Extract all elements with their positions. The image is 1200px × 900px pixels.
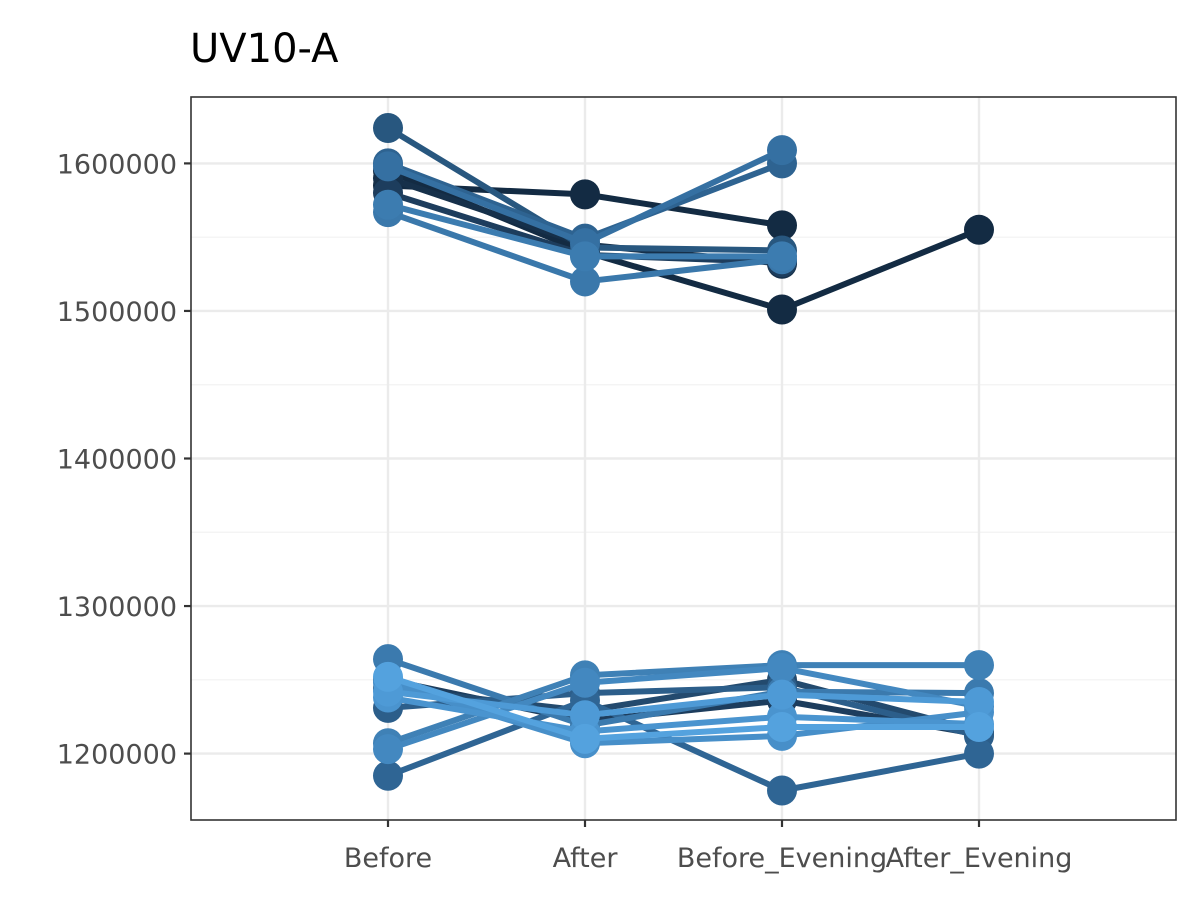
minor-gridlines <box>191 236 1176 681</box>
data-point <box>570 723 600 754</box>
y-axis: 1200000 1300000 1400000 1500000 1600000 <box>57 149 191 771</box>
data-point <box>964 738 994 769</box>
data-point <box>767 210 797 241</box>
data-point <box>570 241 600 272</box>
data-point <box>767 241 797 272</box>
data-point <box>570 179 600 210</box>
y-tick-label: 1200000 <box>57 740 177 771</box>
data-point <box>767 712 797 743</box>
series-line <box>385 688 982 719</box>
y-tick-label: 1400000 <box>57 445 177 476</box>
series-layer <box>373 112 994 806</box>
data-point <box>373 112 403 143</box>
series-line <box>385 673 982 742</box>
series-group <box>373 661 994 754</box>
x-tick-label: Before_Evening <box>677 843 887 874</box>
y-tick-label: 1600000 <box>57 149 177 180</box>
data-point <box>373 760 403 791</box>
series-line <box>385 694 982 735</box>
data-point <box>570 266 600 297</box>
series-group <box>373 189 797 272</box>
data-point <box>767 775 797 806</box>
data-point <box>767 294 797 325</box>
y-tick-label: 1300000 <box>57 592 177 623</box>
x-tick-label: Before <box>344 843 432 874</box>
x-tick-label: After_Evening <box>886 843 1073 874</box>
data-point <box>570 700 600 731</box>
y-tick-label: 1500000 <box>57 297 177 328</box>
series-line <box>385 656 982 729</box>
data-point <box>767 135 797 166</box>
data-point <box>767 679 797 710</box>
data-point <box>373 661 403 692</box>
data-point <box>964 686 994 717</box>
x-tick-label: After <box>553 843 619 874</box>
chart-title: UV10-A <box>190 26 339 72</box>
data-point <box>373 151 403 182</box>
data-point <box>964 214 994 245</box>
data-point <box>373 189 403 220</box>
series-line <box>385 697 982 794</box>
data-point <box>964 712 994 743</box>
data-point <box>373 734 403 765</box>
data-point <box>767 653 797 684</box>
data-point <box>570 667 600 698</box>
data-point <box>964 650 994 681</box>
